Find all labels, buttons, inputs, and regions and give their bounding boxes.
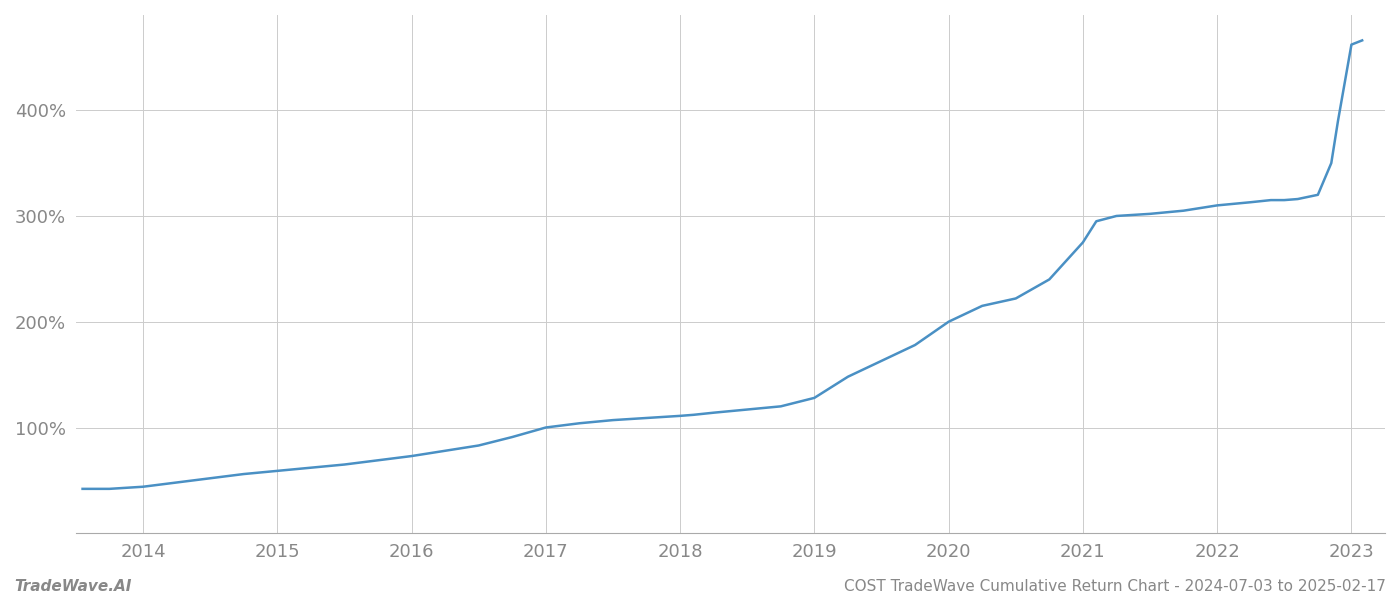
Text: TradeWave.AI: TradeWave.AI [14, 579, 132, 594]
Text: COST TradeWave Cumulative Return Chart - 2024-07-03 to 2025-02-17: COST TradeWave Cumulative Return Chart -… [844, 579, 1386, 594]
